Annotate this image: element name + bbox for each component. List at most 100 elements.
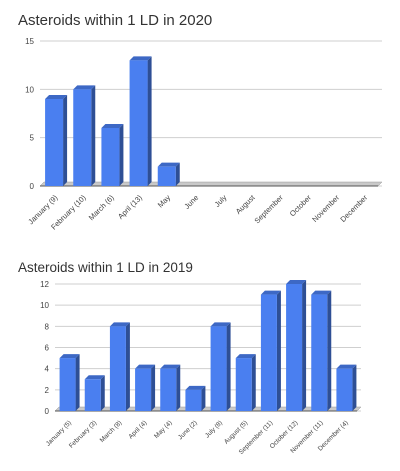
- x-tick-label: April (4): [127, 419, 148, 440]
- x-tick-label: June (2): [177, 419, 199, 441]
- bar-front: [129, 60, 148, 187]
- x-tick-label: March (8): [99, 419, 124, 444]
- x-tick-label: September: [253, 193, 286, 226]
- bar-front: [73, 89, 92, 186]
- y-tick-label: 10: [40, 301, 49, 310]
- bar: [235, 354, 256, 411]
- bar-top: [311, 290, 332, 295]
- bar: [135, 364, 156, 411]
- bar-front: [45, 99, 64, 186]
- bar-top: [45, 95, 68, 99]
- bar-front: [235, 358, 252, 411]
- chart-title: Asteroids within 1 LD in 2019: [18, 260, 193, 275]
- bar-side: [251, 354, 256, 411]
- bar-side: [75, 354, 80, 411]
- bar-side: [119, 124, 124, 186]
- bar-top: [135, 364, 156, 369]
- bar-side: [175, 162, 180, 186]
- bar-top: [101, 124, 124, 128]
- bar: [157, 162, 180, 186]
- bar: [210, 322, 231, 411]
- bar-side: [352, 364, 357, 411]
- bar: [185, 385, 206, 411]
- bar-front: [101, 128, 120, 186]
- x-tick-label: August (5): [223, 419, 249, 445]
- bar-side: [327, 290, 332, 411]
- bar-top: [185, 385, 206, 390]
- bar-top: [286, 280, 307, 284]
- bar-front: [109, 326, 126, 411]
- bar-side: [100, 375, 105, 411]
- x-tick-label: March (6): [87, 193, 116, 222]
- bar-side: [91, 85, 96, 186]
- bar: [311, 290, 332, 411]
- bar-top: [73, 85, 96, 90]
- bar-front: [135, 368, 152, 411]
- y-tick-label: 6: [45, 344, 50, 353]
- bar-front: [185, 389, 202, 411]
- bar-side: [302, 280, 307, 411]
- bar: [101, 124, 124, 186]
- bar-side: [125, 322, 130, 411]
- chart-2020: Asteroids within 1 LD in 2020 0 5 10 15 Janu…: [18, 12, 383, 232]
- bar: [160, 364, 181, 411]
- bar-top: [160, 364, 181, 369]
- y-tick-label: 2: [45, 386, 50, 395]
- y-tick-label: 10: [25, 85, 34, 94]
- x-tick-label: July (8): [204, 419, 224, 439]
- bar-front: [59, 358, 76, 411]
- x-tick-label: July: [213, 193, 229, 209]
- x-tick-label: December: [338, 193, 369, 224]
- x-tick-label: June: [182, 193, 200, 211]
- bar-side: [147, 56, 152, 187]
- bar-front: [311, 294, 328, 411]
- bar-side: [151, 364, 156, 411]
- bar-top: [157, 162, 180, 167]
- bar-front: [210, 326, 227, 411]
- x-tick-label: April (13): [116, 193, 144, 221]
- bar-top: [210, 322, 231, 327]
- bar-top: [59, 354, 80, 359]
- bar: [336, 364, 357, 411]
- bar-front: [157, 166, 176, 186]
- chart-2019: Asteroids within 1 LD in 2019 0 2 4 6 8 10 12 J…: [0, 240, 400, 471]
- bar-top: [260, 290, 281, 295]
- bar: [45, 95, 68, 186]
- y-tick-label: 5: [30, 134, 35, 143]
- x-tick-label: November: [310, 193, 341, 224]
- bar-side: [276, 290, 281, 411]
- bar-side: [226, 322, 231, 411]
- bar-top: [84, 375, 105, 380]
- chart-title: Asteroids within 1 LD in 2020: [18, 12, 213, 29]
- bar-side: [201, 385, 206, 411]
- bar: [129, 56, 152, 187]
- bar-front: [260, 294, 277, 411]
- bar: [73, 85, 96, 186]
- x-tick-label: October: [288, 193, 314, 219]
- bar-top: [336, 364, 357, 369]
- bar: [84, 375, 105, 411]
- bar-top: [235, 354, 256, 359]
- bar-top: [109, 322, 130, 327]
- bar-side: [63, 95, 68, 186]
- bar: [286, 280, 307, 411]
- bar-front: [336, 368, 353, 411]
- bar-front: [160, 368, 177, 411]
- y-tick-label: 8: [45, 322, 50, 331]
- y-tick-label: 15: [25, 37, 34, 46]
- x-tick-label: May (4): [153, 419, 174, 440]
- x-tick-label: August: [234, 192, 258, 216]
- x-tick-label: May: [156, 193, 173, 210]
- bar: [59, 354, 80, 411]
- y-tick-label: 0: [45, 407, 50, 416]
- bar-side: [176, 364, 181, 411]
- y-tick-label: 12: [40, 280, 49, 289]
- y-tick-label: 4: [45, 365, 50, 374]
- bar-front: [84, 379, 101, 411]
- bar-front: [286, 284, 303, 411]
- y-tick-label: 0: [30, 182, 35, 191]
- bar-top: [129, 56, 152, 61]
- bar: [109, 322, 130, 411]
